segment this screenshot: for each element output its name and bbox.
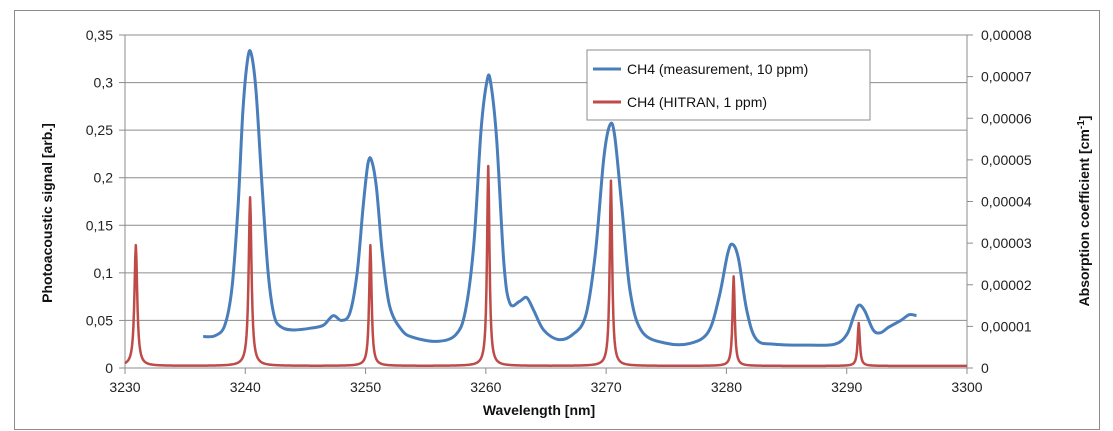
y2-tick-label-5: 0,00005 bbox=[981, 152, 1032, 168]
x-tick-label-6: 3290 bbox=[831, 379, 862, 395]
chart-frame: 0 0,05 0,1 0,15 0,2 0,25 0,3 0,35 0 0,00001 0,000… bbox=[14, 10, 1100, 430]
x-axis-ticks: 3230 3240 3250 3260 3270 3280 3290 3300 bbox=[109, 368, 983, 395]
y-tick-label-3: 0,15 bbox=[86, 217, 113, 233]
y-tick-label-2: 0,1 bbox=[94, 265, 114, 281]
y2-axis-ticks: 0 0,00001 0,00002 0,00003 0,00004 0,00005 0,00… bbox=[967, 27, 1032, 376]
series-line-hitran bbox=[124, 164, 968, 368]
y-tick-label-1: 0,05 bbox=[86, 312, 113, 328]
y-tick-label-0: 0 bbox=[105, 360, 113, 376]
y-tick-label-5: 0,25 bbox=[86, 122, 113, 138]
y2-tick-label-1: 0,00001 bbox=[981, 318, 1032, 334]
y2-tick-label-2: 0,00002 bbox=[981, 277, 1032, 293]
y2-tick-label-4: 0,00004 bbox=[981, 194, 1032, 210]
legend-label-hitran: CH4 (HITRAN, 1 ppm) bbox=[627, 94, 767, 110]
x-tick-label-7: 3300 bbox=[951, 379, 982, 395]
y2-tick-label-8: 0,00008 bbox=[981, 27, 1032, 43]
x-tick-label-1: 3240 bbox=[230, 379, 261, 395]
y2-tick-label-0: 0 bbox=[981, 360, 989, 376]
y2-tick-label-7: 0,00007 bbox=[981, 69, 1032, 85]
series-layer bbox=[124, 49, 968, 368]
series-line-measurement bbox=[203, 49, 917, 347]
y-axis-ticks: 0 0,05 0,1 0,15 0,2 0,25 0,3 0,35 bbox=[86, 27, 125, 376]
legend: CH4 (measurement, 10 ppm) CH4 (HITRAN, 1… bbox=[586, 49, 871, 121]
x-tick-label-5: 3280 bbox=[711, 379, 742, 395]
x-tick-label-3: 3260 bbox=[470, 379, 501, 395]
y2-tick-label-3: 0,00003 bbox=[981, 235, 1032, 251]
y2-axis-title: Absorption coefficient [cm-1] bbox=[1076, 116, 1093, 307]
x-tick-label-0: 3230 bbox=[109, 379, 140, 395]
legend-box bbox=[586, 49, 871, 121]
x-axis-title: Wavelength [nm] bbox=[483, 402, 595, 418]
y-axis-title: Photoacoustic signal [arb.] bbox=[39, 123, 55, 303]
x-tick-label-4: 3270 bbox=[591, 379, 622, 395]
y-tick-label-4: 0,2 bbox=[94, 170, 114, 186]
legend-label-measurement: CH4 (measurement, 10 ppm) bbox=[627, 61, 808, 77]
y-tick-label-7: 0,35 bbox=[86, 27, 113, 43]
x-tick-label-2: 3250 bbox=[350, 379, 381, 395]
chart-svg: 0 0,05 0,1 0,15 0,2 0,25 0,3 0,35 0 0,00001 0,000… bbox=[39, 27, 1093, 418]
y-tick-label-6: 0,3 bbox=[94, 75, 114, 91]
y2-tick-label-6: 0,00006 bbox=[981, 110, 1032, 126]
